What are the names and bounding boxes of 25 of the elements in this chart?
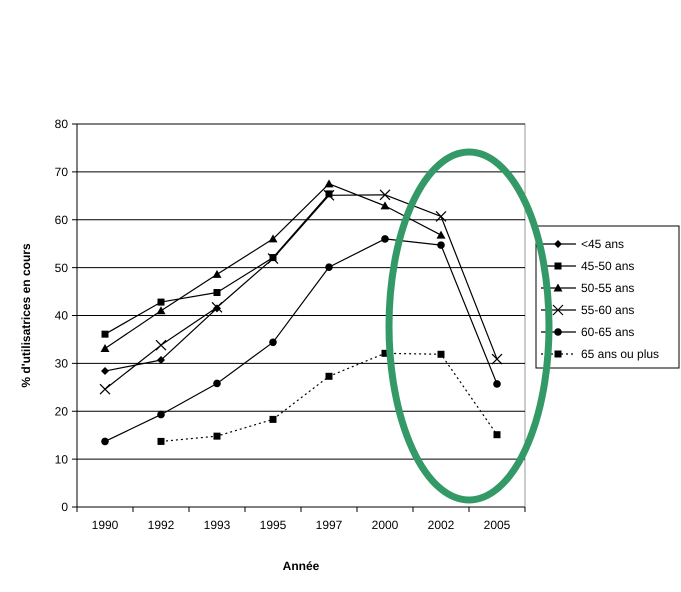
y-tick-label: 0 xyxy=(61,500,68,514)
x-tick-label: 1992 xyxy=(148,518,175,532)
x-tick-label: 1995 xyxy=(260,518,287,532)
y-tick-label: 70 xyxy=(54,165,68,180)
y-axis-title: % d'utilisatrices en cours xyxy=(19,243,33,388)
x-tick-label: 2002 xyxy=(428,518,455,532)
legend-label: 50-55 ans xyxy=(581,281,634,296)
legend-label: 65 ans ou plus xyxy=(581,347,660,362)
y-tick-label: 10 xyxy=(54,452,68,466)
x-tick-label: 1997 xyxy=(316,518,343,532)
x-tick-label: 1990 xyxy=(92,518,119,532)
y-tick-label: 60 xyxy=(54,212,68,227)
legend-label: 60-65 ans xyxy=(581,325,634,340)
x-tick-label: 2000 xyxy=(372,518,399,532)
y-tick-label: 20 xyxy=(54,404,68,418)
x-axis-title: Année xyxy=(282,559,320,573)
legend-label: 45-50 ans xyxy=(581,259,634,274)
x-tick-label: 2005 xyxy=(484,518,511,532)
y-tick-label: 80 xyxy=(54,117,68,132)
legend-label: 55-60 ans xyxy=(581,303,634,318)
y-tick-label: 50 xyxy=(54,260,68,275)
y-tick-label: 30 xyxy=(54,356,68,371)
legend-label: <45 ans xyxy=(581,237,624,252)
y-tick-label: 40 xyxy=(54,308,68,323)
x-tick-label: 1993 xyxy=(204,518,231,532)
